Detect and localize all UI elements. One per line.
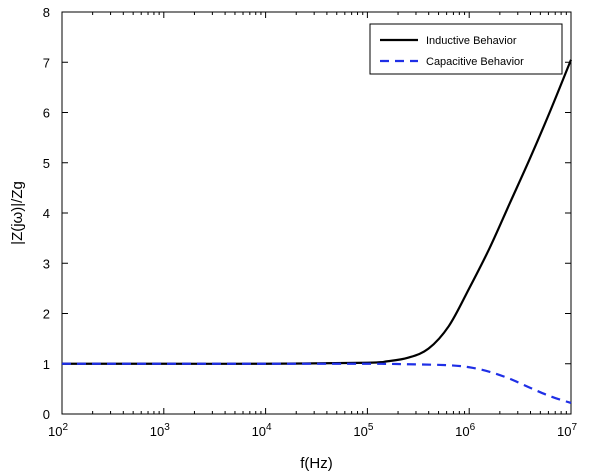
x-tick-label: 104	[252, 422, 272, 439]
capacitive-series-line	[62, 362, 572, 404]
y-tick-label: 1	[43, 357, 50, 372]
x-tick-labels: 102 103 104 105 106 107	[48, 422, 577, 439]
legend-box	[369, 23, 563, 75]
y-tick-label: 0	[43, 407, 50, 422]
x-tick-label: 107	[557, 422, 577, 439]
x-tick-label: 106	[455, 422, 475, 439]
tick-marks	[61, 11, 572, 415]
y-tick-labels: 0 1 2 3 4 5 6 7 8	[43, 5, 50, 422]
inductive-series-line	[62, 59, 573, 365]
x-axis-title: f(Hz)	[300, 455, 333, 472]
legend-label: Capacitive Behavior	[426, 56, 524, 68]
y-tick-label: 2	[43, 307, 50, 322]
y-tick-label: 8	[43, 5, 50, 20]
y-tick-label: 5	[43, 156, 50, 171]
y-axis-title: |Z(jω)|/Zg	[9, 181, 26, 245]
y-tick-label: 7	[43, 55, 50, 70]
y-tick-label: 4	[43, 206, 50, 221]
x-tick-label: 103	[150, 422, 170, 439]
legend: Inductive Behavior Capacitive Behavior	[369, 23, 563, 75]
series-lines	[62, 59, 573, 404]
x-tick-label: 105	[353, 422, 373, 439]
x-tick-label: 102	[48, 422, 68, 439]
y-tick-label: 3	[43, 256, 50, 271]
y-tick-label: 6	[43, 106, 50, 121]
legend-label: Inductive Behavior	[426, 35, 517, 47]
